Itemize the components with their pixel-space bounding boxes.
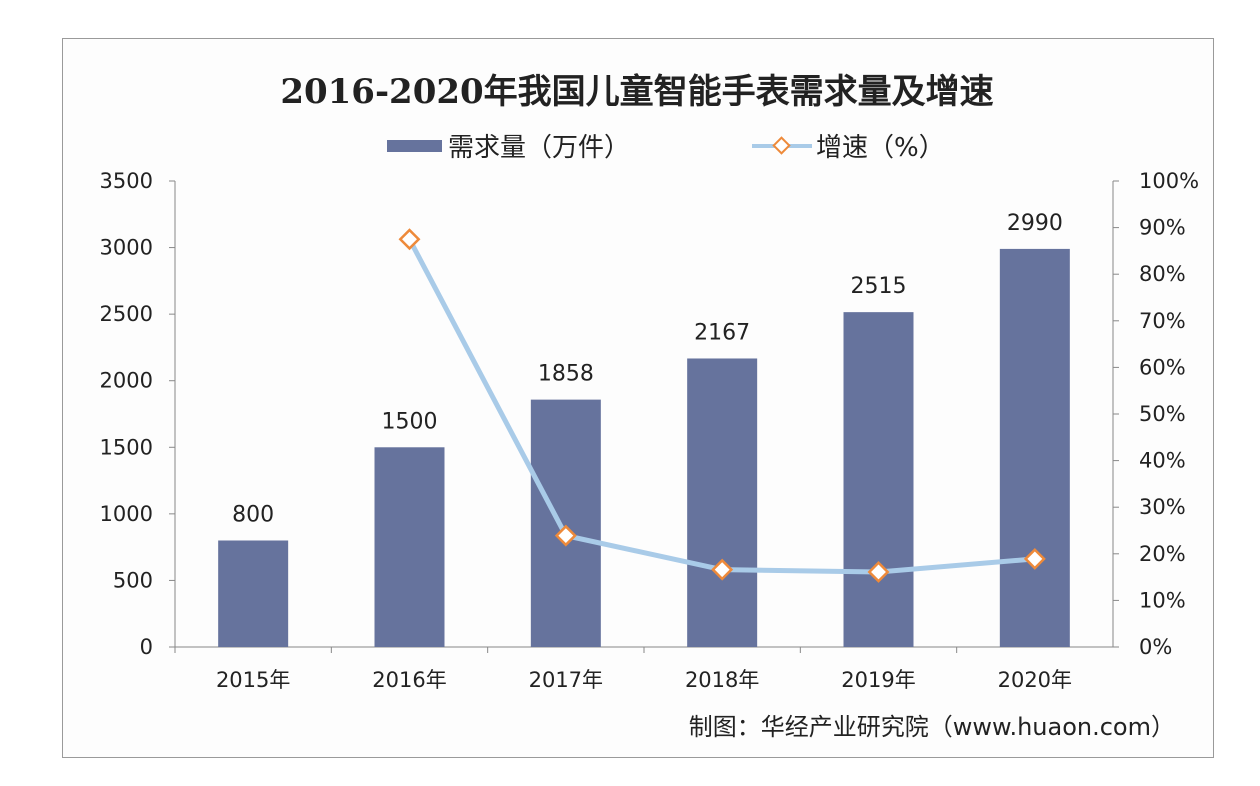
bar-data-label: 2990 bbox=[1007, 211, 1063, 236]
y2-tick-label: 80% bbox=[1139, 262, 1186, 286]
x-tick-label: 2016年 bbox=[372, 668, 446, 692]
growth-point bbox=[1023, 547, 1046, 570]
y2-tick-label: 0% bbox=[1139, 635, 1172, 659]
legend: 需求量（万件） 增速（%） bbox=[387, 133, 945, 163]
bar-data-label: 800 bbox=[232, 502, 274, 527]
growth-point bbox=[867, 561, 890, 583]
bar bbox=[999, 248, 1070, 647]
bar-data-label: 2167 bbox=[694, 320, 750, 345]
y-tick-label: 2000 bbox=[100, 369, 153, 393]
growth-point bbox=[554, 524, 577, 547]
y-tick-label: 3500 bbox=[100, 169, 153, 193]
y-tick-label: 3000 bbox=[100, 236, 153, 260]
y2-tick-label: 40% bbox=[1139, 449, 1186, 473]
y2-tick-label: 20% bbox=[1139, 542, 1186, 566]
legend-diamond-marker bbox=[772, 136, 791, 155]
y2-tick-label: 10% bbox=[1139, 588, 1186, 612]
bar bbox=[530, 399, 601, 647]
legend-bar-swatch bbox=[387, 140, 442, 152]
x-tick-label: 2017年 bbox=[529, 668, 603, 692]
y2-tick-label: 90% bbox=[1139, 216, 1186, 240]
source-note: 制图：华经产业研究院（www.huaon.com） bbox=[689, 713, 1175, 741]
y-tick-label: 1500 bbox=[100, 435, 153, 459]
growth-point bbox=[398, 228, 421, 251]
x-tick-label: 2018年 bbox=[685, 668, 759, 692]
chart-title: 2016-2020年我国儿童智能手表需求量及增速 bbox=[280, 72, 993, 112]
y2-tick-label: 100% bbox=[1139, 169, 1199, 193]
bar-data-label: 1858 bbox=[538, 362, 594, 387]
y2-tick-label: 30% bbox=[1139, 495, 1186, 519]
growth-point bbox=[711, 558, 734, 581]
x-tick-label: 2020年 bbox=[998, 668, 1072, 692]
bar bbox=[374, 447, 445, 647]
y-tick-label: 500 bbox=[113, 568, 153, 592]
x-tick-label: 2019年 bbox=[841, 668, 915, 692]
legend-bar-label: 需求量（万件） bbox=[448, 133, 630, 163]
bar bbox=[843, 312, 914, 647]
bar bbox=[687, 358, 758, 647]
x-tick-label: 2015年 bbox=[216, 668, 290, 692]
y2-tick-label: 60% bbox=[1139, 355, 1186, 379]
y-tick-label: 0 bbox=[140, 635, 153, 659]
y2-tick-label: 70% bbox=[1139, 309, 1186, 333]
bar-data-label: 2515 bbox=[851, 274, 907, 299]
bar-data-label: 1500 bbox=[382, 409, 438, 434]
legend-line-label: 增速（%） bbox=[816, 133, 945, 163]
bar bbox=[218, 540, 289, 647]
y2-tick-label: 50% bbox=[1139, 402, 1186, 426]
y-tick-label: 1000 bbox=[100, 502, 153, 526]
y-tick-label: 2500 bbox=[100, 302, 153, 326]
